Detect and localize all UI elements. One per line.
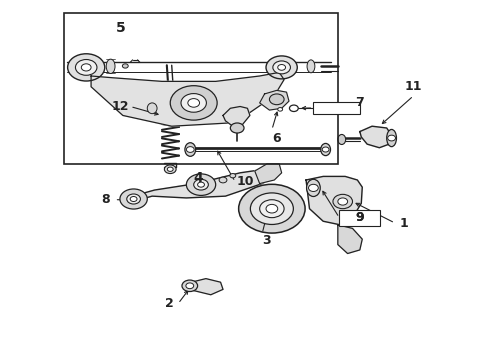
Circle shape [230,174,236,178]
Bar [64,13,338,164]
Circle shape [260,200,284,218]
Text: 4: 4 [194,171,203,185]
Text: 2: 2 [165,297,173,310]
Circle shape [266,56,297,79]
Text: 5: 5 [116,21,125,35]
Circle shape [181,94,206,112]
Circle shape [388,135,395,141]
Polygon shape [91,72,284,126]
Polygon shape [223,107,250,128]
Text: 10: 10 [236,175,254,188]
Circle shape [266,204,278,213]
Circle shape [68,54,105,81]
Bar [339,210,380,226]
Polygon shape [189,279,223,295]
Circle shape [219,177,227,183]
Circle shape [230,123,244,133]
Ellipse shape [106,59,115,73]
Circle shape [338,198,347,205]
Ellipse shape [307,60,315,73]
Circle shape [278,108,283,111]
Circle shape [188,99,199,107]
Circle shape [270,94,284,105]
Circle shape [250,193,294,225]
Text: 3: 3 [263,234,271,247]
Polygon shape [338,225,362,253]
Text: 7: 7 [355,96,364,109]
Circle shape [164,165,176,174]
Text: 12: 12 [112,100,129,113]
Polygon shape [255,164,282,184]
Text: 9: 9 [356,211,364,224]
Ellipse shape [185,143,196,156]
Circle shape [186,174,216,195]
Text: 8: 8 [101,193,110,206]
Circle shape [122,64,128,68]
Bar [314,102,360,114]
Ellipse shape [321,143,331,156]
Text: 1: 1 [399,216,408,230]
Circle shape [120,189,147,209]
Circle shape [273,61,291,74]
Circle shape [278,64,286,70]
Circle shape [309,184,318,192]
Circle shape [170,86,217,120]
Circle shape [322,147,329,152]
Circle shape [239,184,305,233]
Circle shape [194,179,208,190]
Circle shape [186,147,194,152]
Circle shape [186,283,194,289]
Polygon shape [130,169,272,202]
Ellipse shape [307,179,320,197]
Ellipse shape [147,103,157,114]
Circle shape [127,194,141,204]
Circle shape [182,280,197,292]
Circle shape [130,197,137,202]
Circle shape [290,105,298,112]
Circle shape [167,167,173,171]
Polygon shape [260,90,289,110]
Circle shape [75,59,97,75]
Polygon shape [360,126,392,148]
Text: 9: 9 [356,211,364,224]
Circle shape [197,182,204,187]
Ellipse shape [338,134,345,144]
Ellipse shape [387,130,396,147]
Circle shape [81,64,91,71]
Circle shape [333,194,352,209]
Text: 11: 11 [405,80,422,93]
Polygon shape [306,176,362,225]
Text: 6: 6 [272,132,281,145]
